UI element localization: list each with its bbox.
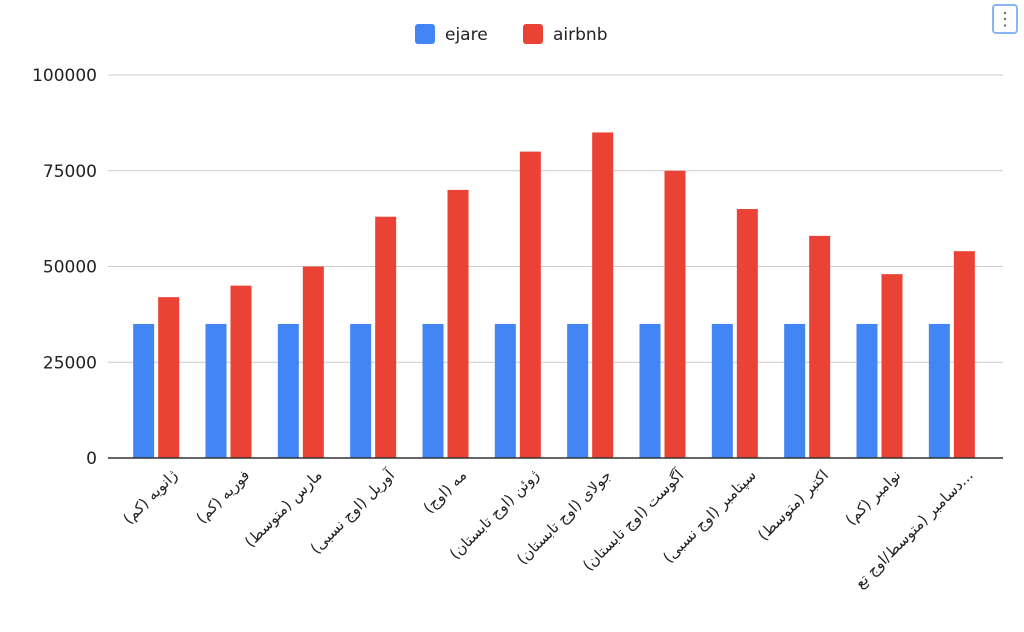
legend-label-airbnb: airbnb: [553, 25, 608, 45]
legend-swatch-ejare: [415, 24, 435, 44]
x-tick-label: اکتبر (متوسط): [754, 466, 832, 544]
bar-airbnb: [592, 132, 614, 458]
more-vert-icon: ⋮: [996, 8, 1014, 29]
bar-ejare: [133, 323, 155, 458]
legend-swatch-airbnb: [523, 24, 543, 44]
bar-ejare: [567, 323, 589, 458]
legend-label-ejare: ejare: [445, 25, 488, 45]
x-tick-label: مه (اوج): [420, 466, 471, 517]
bar-ejare: [277, 323, 299, 458]
bar-airbnb: [230, 285, 252, 458]
bar-airbnb: [809, 235, 831, 458]
x-tick-label: دسامبر (متوسط/اوج تع...: [851, 466, 977, 592]
y-tick-label: 100000: [32, 66, 97, 86]
chart-menu-button[interactable]: ⋮: [992, 4, 1018, 34]
x-tick-label: نوامبر (کم): [842, 466, 905, 529]
bar-ejare: [711, 323, 733, 458]
bar-ejare: [856, 323, 878, 458]
bar-ejare: [639, 323, 661, 458]
y-tick-label: 25000: [43, 353, 97, 373]
x-tick-label: فوریه (کم): [193, 466, 254, 527]
bar-ejare: [350, 323, 372, 458]
bar-airbnb: [158, 297, 180, 458]
bar-airbnb: [953, 251, 975, 458]
bar-airbnb: [519, 151, 541, 458]
y-tick-label: 50000: [43, 258, 97, 278]
bar-ejare: [205, 323, 227, 458]
x-tick-label: ژانویه (کم): [119, 466, 181, 528]
bar-ejare: [928, 323, 950, 458]
y-tick-label: 75000: [43, 162, 97, 182]
bar-ejare: [784, 323, 806, 458]
bar-ejare: [422, 323, 444, 458]
bar-airbnb: [375, 216, 397, 458]
bar-airbnb: [302, 266, 324, 458]
bar-airbnb: [881, 274, 903, 458]
bar-airbnb: [447, 189, 469, 458]
y-tick-label: 0: [86, 449, 97, 469]
bar-airbnb: [736, 209, 758, 458]
bar-airbnb: [664, 170, 686, 458]
bar-ejare: [494, 323, 516, 458]
